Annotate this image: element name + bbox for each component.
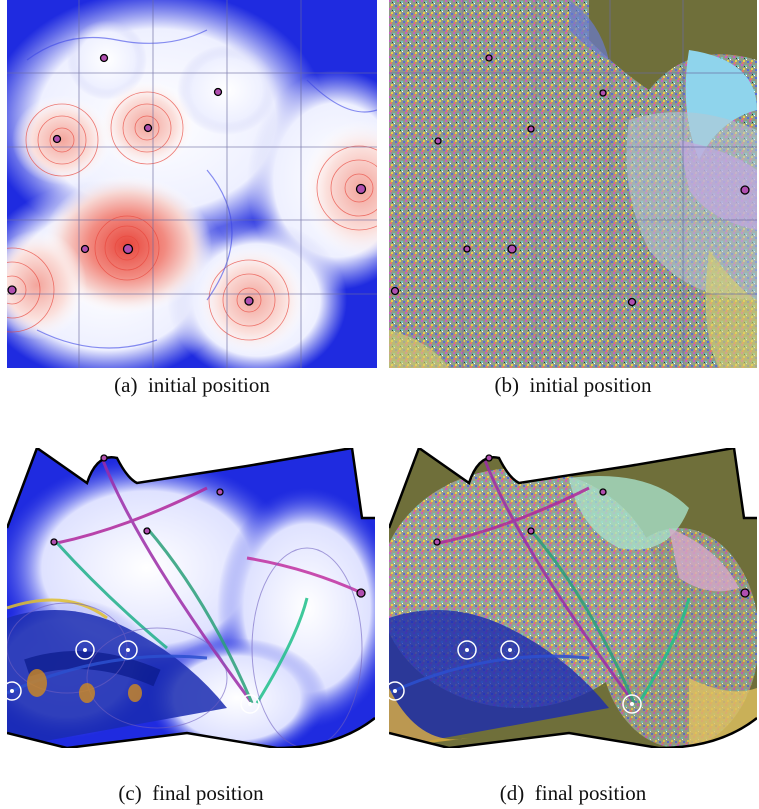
field-plot-b (389, 0, 757, 368)
caption-d-label: (d) (499, 781, 525, 805)
subfigure-c-image (7, 448, 375, 748)
caption-c-text: final position (152, 781, 264, 805)
caption-d: (d) final position (389, 781, 757, 806)
caption-a: (a) initial position (7, 373, 377, 398)
caption-b-label: (b) (494, 373, 520, 397)
field-plot-d (389, 448, 757, 748)
caption-a-text: initial position (147, 373, 270, 397)
subfigure-a-image (7, 0, 377, 368)
caption-c: (c) final position (7, 781, 375, 806)
caption-b: (b) initial position (389, 373, 757, 398)
field-plot-c (7, 448, 375, 748)
subfigure-d-image (389, 448, 757, 748)
subfigure-b-image (389, 0, 757, 368)
field-plot-a (7, 0, 377, 368)
caption-a-label: (a) (114, 373, 138, 397)
caption-b-text: initial position (529, 373, 652, 397)
caption-d-text: final position (534, 781, 647, 805)
caption-c-label: (c) (118, 781, 142, 805)
